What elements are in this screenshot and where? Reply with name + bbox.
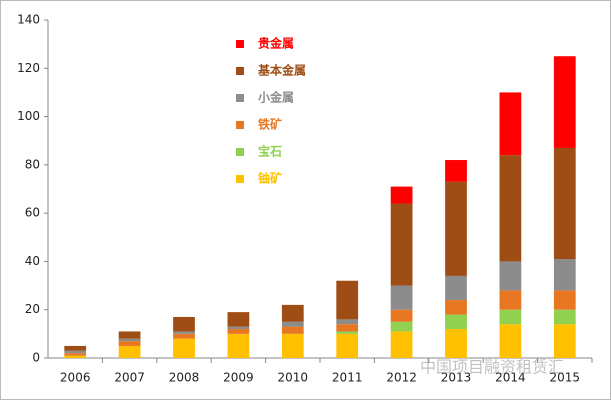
y-tick-label: 60: [25, 206, 40, 220]
y-tick-label: 120: [17, 61, 40, 75]
bar-segment: [445, 275, 467, 301]
bar-segment: [445, 181, 467, 276]
legend-label: 基本金属: [257, 63, 306, 78]
bar-segment: [227, 333, 250, 358]
x-tick-label: 2013: [441, 371, 472, 385]
bar-segment: [173, 316, 195, 332]
y-tick-label: 20: [25, 302, 40, 316]
legend-label: 宝石: [258, 144, 282, 159]
bar-segment: [118, 338, 141, 342]
bar-segment: [499, 309, 522, 325]
bar-segment: [336, 280, 359, 320]
bar-segment: [281, 333, 304, 358]
x-tick-label: 2007: [114, 371, 145, 385]
bar-segment: [499, 261, 522, 291]
bar-segment: [281, 326, 304, 334]
bar-segment: [227, 329, 250, 334]
bar-segment: [64, 353, 87, 356]
bar-segment: [445, 314, 467, 330]
legend-label: 小金属: [258, 90, 294, 105]
bar-segment: [336, 324, 359, 332]
bar-segment: [64, 345, 87, 351]
legend-label: 铁矿: [258, 117, 282, 132]
bar-segment: [173, 338, 195, 358]
bar-segment: [173, 331, 195, 334]
legend-swatch: [236, 94, 244, 102]
bar-segment: [445, 329, 467, 358]
bar-segment: [553, 56, 576, 148]
bar-segment: [64, 355, 87, 358]
legend-swatch: [236, 67, 244, 75]
x-tick-label: 2014: [495, 371, 526, 385]
legend-swatch: [236, 148, 244, 156]
y-tick-label: 0: [32, 351, 40, 365]
x-tick-label: 2015: [550, 371, 581, 385]
bar-segment: [499, 155, 522, 262]
x-tick-label: 2006: [60, 371, 91, 385]
bar-segment: [281, 321, 304, 327]
bar-segment: [227, 326, 250, 330]
y-tick-label: 100: [17, 109, 40, 123]
bar-segment: [499, 290, 522, 310]
bar-segment: [390, 285, 413, 310]
x-tick-label: 2011: [332, 371, 363, 385]
bar-segment: [336, 319, 359, 325]
legend-label: 铀矿: [258, 171, 282, 186]
x-tick-label: 2009: [223, 371, 254, 385]
bar-segment: [553, 290, 576, 310]
bar-segment: [499, 92, 522, 156]
legend-swatch: [236, 175, 244, 183]
bar-segment: [553, 309, 576, 325]
legend-swatch: [236, 121, 244, 129]
bar-segment: [553, 324, 576, 358]
bar-segment: [227, 312, 250, 327]
bar-segment: [445, 300, 467, 315]
bar-segment: [390, 309, 413, 322]
legend-swatch: [236, 40, 244, 48]
bar-segment: [445, 160, 467, 182]
bar-segment: [390, 186, 413, 204]
watermark: 中国项目融资租赁汇: [420, 358, 564, 377]
bar-segment: [173, 333, 195, 339]
bar-segment: [336, 331, 359, 334]
x-tick-label: 2008: [169, 371, 200, 385]
bar-segment: [281, 304, 304, 322]
bar-segment: [118, 341, 141, 346]
x-tick-label: 2010: [278, 371, 309, 385]
y-tick-label: 140: [17, 13, 40, 27]
y-tick-label: 80: [25, 157, 40, 171]
bar-segment: [553, 147, 576, 260]
bar-segment: [118, 345, 141, 358]
y-tick-label: 40: [25, 254, 40, 268]
bar-segment: [64, 350, 87, 354]
bar-segment: [499, 324, 522, 358]
bar-segment: [390, 203, 413, 286]
bar-segment: [390, 331, 413, 358]
x-tick-label: 2012: [386, 371, 417, 385]
bar-segment: [553, 259, 576, 291]
bar-segment: [390, 321, 413, 332]
bar-segment: [336, 333, 359, 358]
bar-segment: [118, 331, 141, 339]
legend-label: 贵金属: [258, 36, 294, 51]
